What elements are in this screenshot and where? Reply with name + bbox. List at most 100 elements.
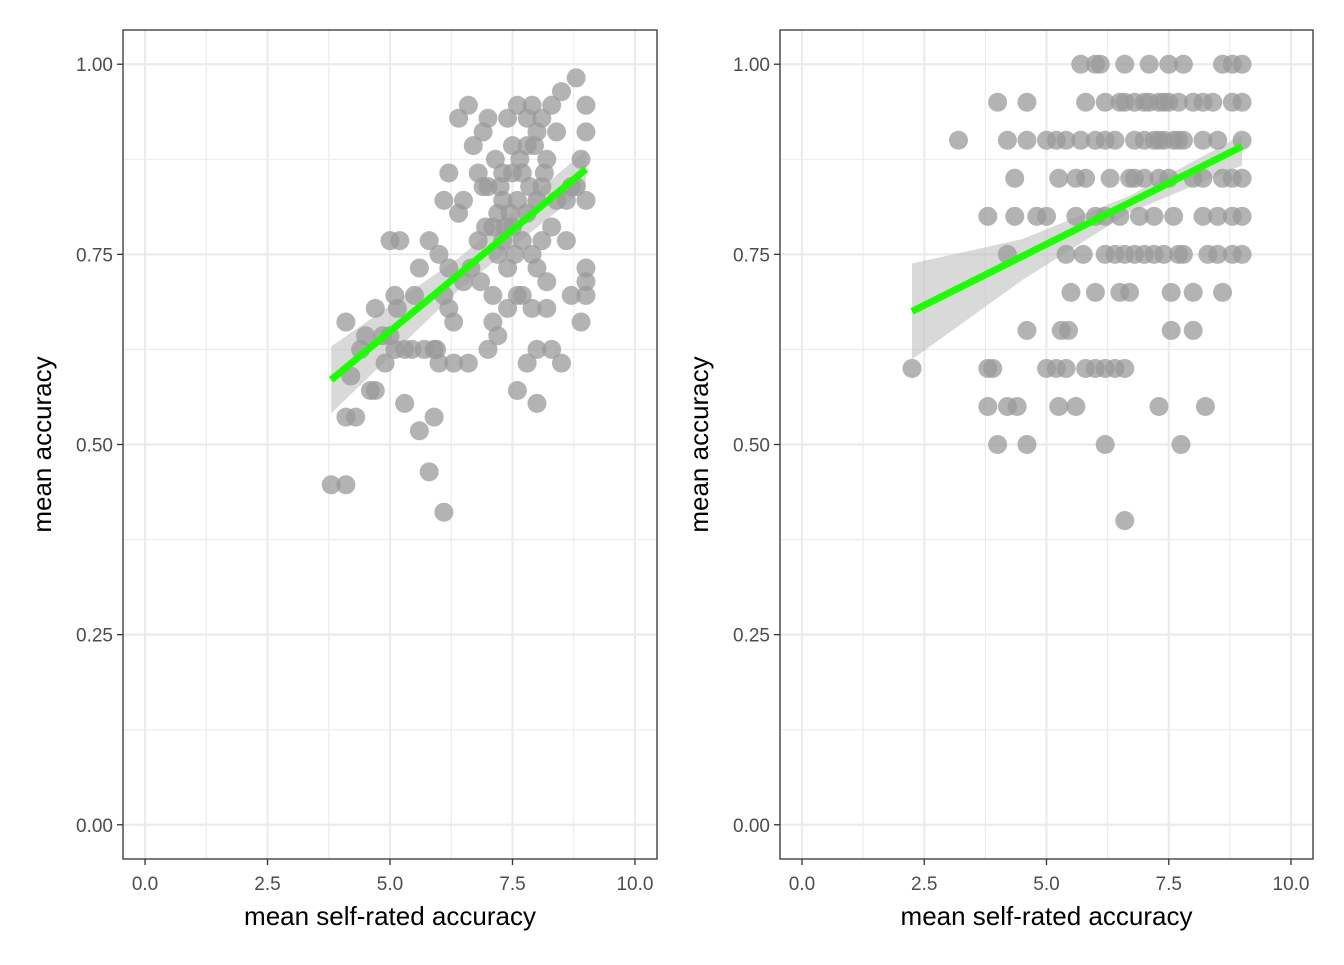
data-point xyxy=(520,177,540,197)
data-point xyxy=(576,190,596,210)
data-point xyxy=(517,353,537,373)
data-point xyxy=(1183,320,1203,340)
data-point xyxy=(498,108,518,128)
data-point xyxy=(525,136,545,156)
data-point xyxy=(409,258,429,278)
data-point xyxy=(346,407,366,427)
data-point xyxy=(1183,282,1203,302)
data-point xyxy=(1100,168,1120,188)
data-point xyxy=(576,122,596,142)
panel-1: 0.0 2.5 5.0 7.5 10.0 0.00 0.25 0.50 0.75 1.00 mean… xyxy=(27,29,658,931)
data-point xyxy=(1005,168,1025,188)
data-point xyxy=(1056,130,1076,150)
data-point xyxy=(1232,54,1252,74)
data-point xyxy=(1195,396,1215,416)
data-point xyxy=(561,285,581,305)
data-point xyxy=(537,298,557,318)
panel-2: 0.0 2.5 5.0 7.5 10.0 0.00 0.25 0.50 0.75 1.00 mean… xyxy=(684,29,1314,931)
data-point xyxy=(978,206,998,226)
data-point xyxy=(1173,130,1193,150)
x-axis-title: mean self-rated accuracy xyxy=(244,901,536,931)
data-point xyxy=(1115,511,1135,531)
data-point xyxy=(1037,206,1056,226)
data-point xyxy=(551,353,571,373)
data-point xyxy=(429,244,449,264)
data-point xyxy=(1095,92,1115,112)
data-point xyxy=(522,95,542,115)
regression-line xyxy=(328,166,589,383)
data-point xyxy=(434,190,454,210)
data-point xyxy=(1144,206,1164,226)
data-point xyxy=(419,231,439,251)
data-point xyxy=(390,231,410,251)
data-point xyxy=(1203,92,1223,112)
data-point xyxy=(507,381,527,401)
data-point xyxy=(336,475,356,495)
x-tick-label: 2.5 xyxy=(911,874,937,895)
y-tick-label: 0.75 xyxy=(76,245,113,266)
x-tick-label: 2.5 xyxy=(254,874,280,895)
data-point xyxy=(356,326,376,346)
data-point xyxy=(458,353,478,373)
data-point xyxy=(507,95,527,115)
data-point xyxy=(395,393,415,413)
data-point xyxy=(439,258,459,278)
data-point xyxy=(1193,168,1213,188)
data-point xyxy=(449,108,469,128)
data-point xyxy=(1066,396,1086,416)
x-tick-label: 5.0 xyxy=(1033,874,1059,895)
data-point xyxy=(439,163,459,183)
y-tick-label: 1.00 xyxy=(733,55,770,76)
data-point xyxy=(505,244,525,264)
data-point xyxy=(534,163,554,183)
y-axis-title: mean accuracy xyxy=(684,356,714,532)
data-point xyxy=(1208,130,1228,150)
x-tick-label: 7.5 xyxy=(1156,874,1182,895)
x-tick-label: 7.5 xyxy=(499,874,525,895)
data-point xyxy=(1076,168,1096,188)
data-point xyxy=(1017,320,1037,340)
data-point xyxy=(556,231,576,251)
y-tick-label: 1.00 xyxy=(76,55,113,76)
data-point xyxy=(1115,54,1135,74)
regression-line xyxy=(910,143,1244,315)
data-point xyxy=(978,396,998,416)
data-point xyxy=(571,312,591,332)
y-axis-title: mean accuracy xyxy=(27,356,57,532)
data-point xyxy=(532,108,552,128)
data-point xyxy=(1066,206,1086,226)
data-point xyxy=(1161,282,1181,302)
data-point xyxy=(1173,244,1193,264)
y-tick-label: 0.00 xyxy=(76,816,113,837)
data-point xyxy=(365,381,385,401)
data-point xyxy=(483,285,503,305)
data-point xyxy=(321,475,341,495)
data-point xyxy=(551,82,571,102)
data-point xyxy=(1173,54,1193,74)
data-point xyxy=(997,130,1017,150)
x-tick-label: 10.0 xyxy=(1273,874,1310,895)
data-point xyxy=(1005,206,1025,226)
data-point xyxy=(532,231,552,251)
data-point xyxy=(1193,130,1213,150)
data-point xyxy=(365,298,385,318)
x-tick-label: 0.0 xyxy=(789,874,815,895)
data-point xyxy=(1056,358,1076,378)
data-point xyxy=(1164,206,1184,226)
data-point xyxy=(1061,282,1081,302)
data-point xyxy=(453,190,473,210)
data-point xyxy=(527,339,547,359)
x-tick-label: 10.0 xyxy=(616,874,653,895)
data-point xyxy=(1169,92,1189,112)
data-point xyxy=(1139,54,1159,74)
data-point xyxy=(988,435,1008,454)
data-point xyxy=(424,407,444,427)
data-point xyxy=(1232,244,1252,264)
y-tick-label: 0.75 xyxy=(733,245,770,266)
data-point xyxy=(527,393,547,413)
data-point xyxy=(512,285,532,305)
data-point xyxy=(1017,130,1037,150)
data-point xyxy=(485,149,505,169)
data-point xyxy=(1120,282,1140,302)
